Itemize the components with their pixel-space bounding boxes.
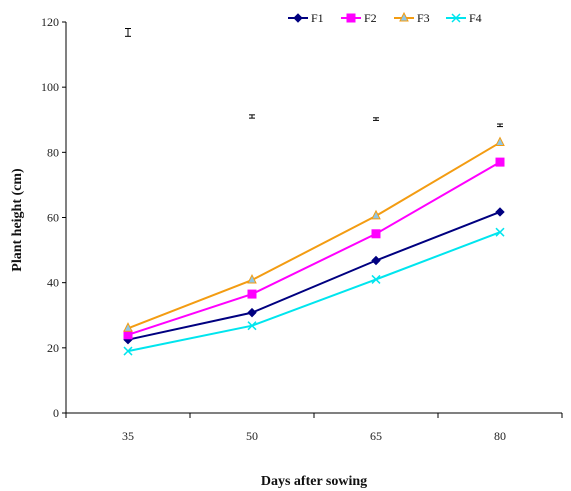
x-tick-label: 80 [494,429,506,443]
y-tick-label: 0 [53,406,59,420]
marker-stroke [451,13,461,23]
series-f3 [123,136,505,332]
data-point [123,346,133,356]
y-tick-label: 120 [41,15,59,29]
data-point [495,157,505,167]
y-tick-label: 80 [47,145,59,159]
error-bar [125,28,131,37]
data-point [123,330,133,340]
error-bars [125,28,503,128]
legend-marker [346,13,356,23]
legend-marker [293,13,303,23]
y-tick-label: 20 [47,341,59,355]
y-axis-title: Plant height (cm) [10,168,25,272]
x-tick-label: 65 [370,429,382,443]
legend-label: F3 [417,11,430,25]
series-f1 [123,207,505,345]
legend-label: F4 [469,11,482,25]
y-tick-label: 40 [47,276,59,290]
series-f2 [123,157,505,340]
legend-marker [399,11,409,22]
data-point [495,227,505,237]
legend-item-f4: F4 [446,11,482,25]
legend-item-f1: F1 [288,11,324,25]
y-tick-label: 100 [41,80,59,94]
marker-stroke [371,274,381,284]
series-line [127,231,501,353]
data-point [247,321,257,331]
x-tick-label: 50 [246,429,258,443]
series-f4 [123,227,505,356]
x-tick-label: 35 [122,429,134,443]
legend-label: F1 [311,11,324,25]
data-point [495,136,505,147]
legend-label: F2 [364,11,377,25]
marker-stroke [123,346,133,356]
data-point [371,274,381,284]
data-point [123,322,133,332]
data-point [371,209,381,220]
series-line [127,211,501,341]
data-point [371,255,381,266]
x-axis-ticks: 35 50 65 80 [65,413,563,443]
data-point [371,229,381,239]
x-axis-title: Days after sowing [261,474,367,489]
series-lines [123,136,505,356]
marker-stroke [495,227,505,237]
data-point [495,207,505,217]
y-axis-ticks: 0 20 40 60 80 100 120 [41,15,66,420]
series-line [127,141,501,330]
y-tick-label: 60 [47,211,59,225]
series-line [127,161,501,336]
error-bar [497,123,503,128]
legend-item-f2: F2 [341,11,377,25]
legend-item-f3: F3 [394,11,430,25]
legend: F1 F2 F3 F4 [288,11,482,25]
error-bar [373,117,379,121]
marker-stroke [247,321,257,331]
data-point [247,307,257,318]
error-bar [249,114,255,119]
legend-marker [451,13,461,23]
data-point [247,273,257,284]
data-point [247,289,257,299]
